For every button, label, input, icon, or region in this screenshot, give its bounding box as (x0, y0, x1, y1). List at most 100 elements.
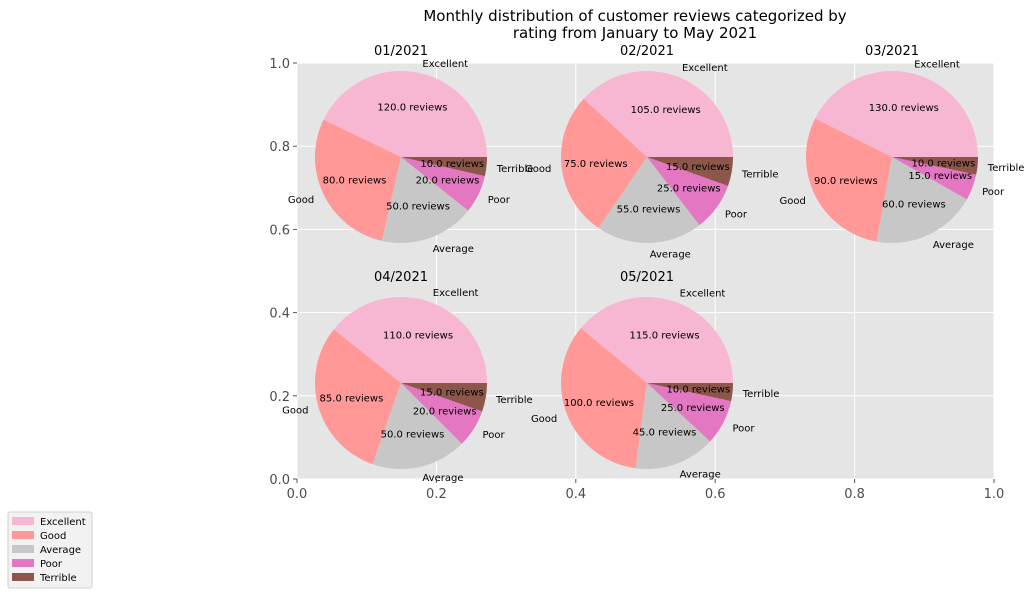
pie-2: 105.0 reviews Excellent 75.0 reviews Good 55… (525, 44, 779, 260)
slice-category-label: Good (779, 196, 805, 207)
pie-title: 01/2021 (374, 44, 428, 59)
x-tick-label: 0.2 (426, 487, 447, 502)
pie-slice-excellent (580, 296, 733, 383)
legend-label-average: Average (40, 545, 81, 556)
slice-value-label: 25.0 reviews (661, 403, 725, 414)
pie-slice-terrible (647, 383, 733, 402)
slice-category-label: Good (282, 406, 308, 417)
slice-category-label: Good (288, 195, 314, 206)
legend-swatch-average (12, 545, 34, 553)
pie-slice-average (372, 383, 462, 469)
slice-value-label: 80.0 reviews (323, 175, 387, 186)
slice-category-label: Terrible (742, 389, 780, 400)
slice-category-label: Good (525, 164, 551, 175)
legend-label-poor: Poor (40, 559, 63, 570)
pie-slice-good (315, 119, 401, 241)
slice-category-label: Poor (483, 430, 506, 441)
pie-slice-terrible (401, 157, 487, 177)
pie-5: 115.0 reviews Excellent 100.0 reviews Good 4… (531, 270, 779, 481)
pie-1: 120.0 reviews Excellent 80.0 reviews Good 50… (288, 44, 534, 255)
slice-value-label: 105.0 reviews (631, 105, 701, 116)
slice-value-label: 75.0 reviews (564, 159, 628, 170)
slice-category-label: Average (433, 244, 474, 255)
pie-slice-terrible (892, 157, 978, 175)
pie-slice-poor (401, 157, 485, 211)
slice-category-label: Poor (732, 423, 755, 434)
pie-slice-poor (647, 157, 728, 226)
pie-slice-terrible (647, 157, 733, 186)
slice-value-label: 20.0 reviews (416, 175, 480, 186)
slice-category-label: Excellent (682, 63, 728, 74)
slice-value-label: 10.0 reviews (911, 158, 975, 169)
slice-value-label: 110.0 reviews (383, 330, 453, 341)
slice-category-label: Excellent (422, 59, 468, 70)
slice-category-label: Terrible (495, 395, 533, 406)
y-tick-label: 0.4 (269, 307, 290, 322)
slice-value-label: 120.0 reviews (377, 103, 447, 114)
slice-category-label: Poor (982, 187, 1005, 198)
pies: 120.0 reviews Excellent 80.0 reviews Good 50… (282, 44, 1024, 484)
slice-value-label: 60.0 reviews (882, 200, 946, 211)
slice-value-label: 50.0 reviews (386, 202, 450, 213)
pie-slice-good (561, 328, 647, 469)
x-tick-label: 0.8 (844, 487, 865, 502)
slice-value-label: 15.0 reviews (420, 388, 484, 399)
pie-slice-excellent (323, 70, 487, 157)
slice-category-label: Poor (725, 210, 748, 221)
slice-value-label: 115.0 reviews (629, 330, 699, 341)
pie-slice-poor (647, 383, 732, 442)
y-tick-label: 0.6 (269, 223, 290, 238)
chart-title: Monthly distribution of customer reviews… (423, 7, 846, 25)
slice-value-label: 10.0 reviews (666, 384, 730, 395)
y-tick-label: 0.0 (269, 473, 290, 488)
slice-value-label: 55.0 reviews (617, 205, 681, 216)
legend-swatch-terrible (12, 573, 34, 581)
slice-category-label: Average (650, 249, 691, 260)
slice-value-label: 130.0 reviews (869, 103, 939, 114)
slice-category-label: Excellent (433, 288, 479, 299)
pie-slice-average (598, 157, 700, 244)
pie-slice-excellent (333, 297, 487, 383)
pie-title: 05/2021 (620, 270, 674, 285)
legend: Excellent Good Average Poor Terrible (7, 511, 93, 589)
pie-title: 04/2021 (374, 270, 428, 285)
pie-slice-good (806, 118, 892, 242)
slice-category-label: Excellent (680, 288, 726, 299)
slice-category-label: Good (531, 414, 557, 425)
legend-swatch-good (12, 531, 34, 539)
pie-slice-poor (892, 157, 977, 200)
slice-category-label: Terrible (987, 163, 1025, 174)
slice-category-label: Terrible (496, 164, 534, 175)
y-tick-label: 0.2 (269, 390, 290, 405)
slice-category-label: Terrible (741, 169, 779, 180)
x-tick-label: 0.0 (287, 487, 308, 502)
pie-slice-average (381, 157, 469, 244)
pie-slice-good (560, 98, 647, 228)
slice-category-label: Excellent (914, 59, 960, 70)
pie-4: 110.0 reviews Excellent 85.0 reviews Good 50… (282, 270, 533, 484)
slice-category-label: Poor (488, 195, 511, 206)
legend-label-good: Good (40, 531, 66, 542)
pie-slice-terrible (401, 383, 487, 412)
slice-value-label: 85.0 reviews (320, 393, 384, 404)
pie-slice-good (314, 329, 401, 465)
pie-title: 03/2021 (865, 44, 919, 59)
legend-label-excellent: Excellent (40, 517, 86, 528)
slice-category-label: Average (680, 470, 721, 481)
slice-category-label: Average (933, 240, 974, 251)
slice-value-label: 15.0 reviews (666, 162, 730, 173)
x-tick-label: 0.6 (705, 487, 726, 502)
slice-value-label: 45.0 reviews (633, 428, 697, 439)
slice-value-label: 90.0 reviews (814, 176, 878, 187)
pie-slice-average (876, 157, 967, 244)
chart-title-line2: rating from January to May 2021 (513, 24, 757, 42)
slice-value-label: 20.0 reviews (413, 406, 477, 417)
x-tick-label: 1.0 (984, 487, 1005, 502)
pie-3: 130.0 reviews Excellent 90.0 reviews Good 60… (779, 44, 1024, 251)
slice-value-label: 100.0 reviews (564, 398, 634, 409)
axis-ticks: 0.0 0.2 0.4 0.6 0.8 1.0 0.0 0.2 0.4 0.6 0.8 1.0 (269, 57, 1004, 502)
slice-value-label: 15.0 reviews (908, 171, 972, 182)
slice-value-label: 50.0 reviews (381, 429, 445, 440)
pie-slice-excellent (583, 71, 733, 157)
